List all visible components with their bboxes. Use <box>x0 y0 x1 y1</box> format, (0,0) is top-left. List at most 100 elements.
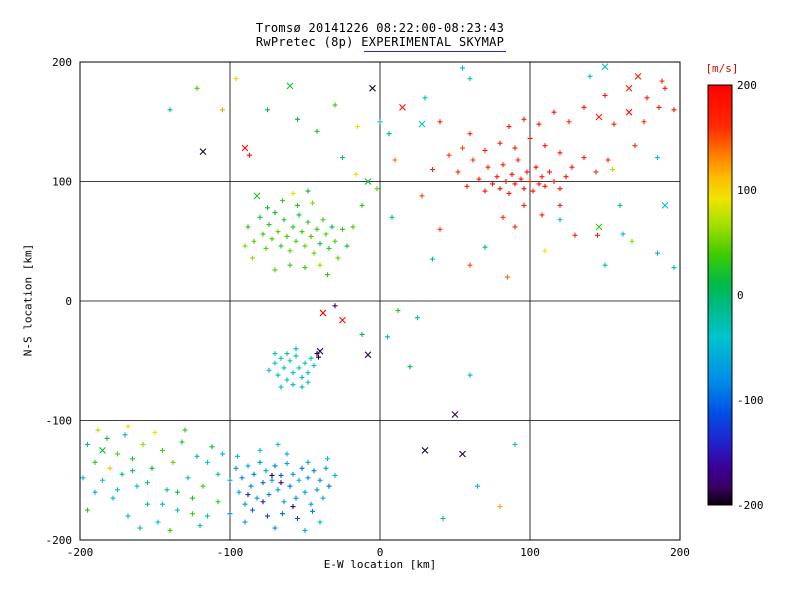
data-point-plus <box>227 477 233 483</box>
data-point-plus <box>290 190 296 196</box>
data-point-plus <box>236 489 242 495</box>
data-point-cross <box>661 202 669 209</box>
chart-subtitle: RwPretec (8p) EXPERIMENTAL SKYMAP <box>255 35 505 49</box>
data-point-cross <box>339 316 346 324</box>
data-point-plus <box>470 157 476 163</box>
data-point-plus <box>302 265 308 271</box>
data-point-plus <box>152 429 158 435</box>
data-point-plus <box>655 250 660 256</box>
data-point-plus <box>220 451 225 457</box>
data-point-plus <box>595 232 600 238</box>
title-underline <box>364 51 506 52</box>
data-point-plus <box>265 205 270 211</box>
data-point-plus <box>317 519 323 525</box>
data-point-plus <box>272 267 278 273</box>
data-point-cross <box>316 347 324 355</box>
data-point-plus <box>155 519 161 525</box>
colorbar-tick-label: 0 <box>737 289 744 302</box>
data-point-plus <box>295 515 300 521</box>
data-point-plus <box>506 124 512 130</box>
data-point-plus <box>500 214 506 220</box>
data-point-plus <box>422 95 428 101</box>
data-point-plus <box>251 238 257 244</box>
data-point-plus <box>220 107 225 113</box>
data-point-cross <box>99 446 106 454</box>
data-point-plus <box>611 121 617 127</box>
data-point-cross <box>459 450 466 458</box>
data-point-plus <box>620 231 626 237</box>
data-point-plus <box>299 465 305 471</box>
data-point-plus <box>287 358 293 364</box>
data-point-plus <box>563 174 569 180</box>
y-axis-label: N-S location [km] <box>21 243 35 357</box>
data-point-cross <box>625 108 633 116</box>
x-tick-label: -100 <box>217 546 244 559</box>
data-point-plus <box>293 495 299 501</box>
data-point-plus <box>320 217 326 223</box>
data-point-plus <box>272 210 278 216</box>
data-point-plus <box>209 444 215 450</box>
data-point-plus <box>125 513 131 519</box>
data-point-plus <box>521 186 527 192</box>
data-point-plus <box>314 226 320 232</box>
data-point-plus <box>644 95 650 101</box>
data-point-plus <box>130 456 135 462</box>
data-point-plus <box>475 483 480 489</box>
data-point-plus <box>269 236 275 242</box>
data-point-plus <box>329 224 335 230</box>
data-point-plus <box>266 222 272 228</box>
data-point-plus <box>332 303 338 309</box>
data-point-plus <box>542 143 548 149</box>
data-point-plus <box>332 472 338 478</box>
data-point-plus <box>290 504 296 510</box>
data-point-plus <box>467 262 473 268</box>
data-point-plus <box>482 147 488 153</box>
data-point-plus <box>242 519 248 525</box>
data-point-plus <box>521 116 527 122</box>
data-point-plus <box>326 245 332 251</box>
data-point-cross <box>451 411 459 418</box>
data-point-plus <box>115 487 120 493</box>
data-point-plus <box>110 495 116 501</box>
data-point-plus <box>278 243 284 249</box>
data-point-plus <box>263 245 269 251</box>
data-point-plus <box>551 179 557 184</box>
data-point-plus <box>107 465 113 471</box>
data-point-plus <box>245 224 251 230</box>
data-point-plus <box>125 423 131 429</box>
data-point-plus <box>494 174 500 180</box>
data-point-plus <box>266 367 272 373</box>
data-point-plus <box>407 364 413 370</box>
data-point-plus <box>290 382 296 388</box>
data-point-plus <box>272 360 278 366</box>
data-point-plus <box>245 492 251 498</box>
data-point-plus <box>205 459 210 465</box>
data-point-plus <box>92 459 98 465</box>
data-point-plus <box>335 255 341 261</box>
data-point-plus <box>430 256 435 262</box>
data-point-plus <box>272 351 278 357</box>
data-point-plus <box>602 262 608 268</box>
x-tick-label: 100 <box>520 546 540 559</box>
data-point-plus <box>299 384 305 390</box>
data-point-plus <box>308 233 314 239</box>
data-point-plus <box>460 65 465 71</box>
data-point-plus <box>293 346 299 352</box>
data-point-plus <box>185 475 191 481</box>
data-point-plus <box>437 119 443 125</box>
data-point-plus <box>215 471 221 477</box>
data-point-plus <box>617 202 623 208</box>
data-point-plus <box>506 190 512 196</box>
data-point-plus <box>272 525 278 531</box>
data-point-cross <box>319 309 327 317</box>
data-point-plus <box>355 124 360 130</box>
data-point-plus <box>160 501 165 507</box>
data-point-plus <box>659 78 665 84</box>
data-point-cross <box>601 63 609 71</box>
data-point-plus <box>311 468 317 474</box>
data-point-plus <box>302 243 308 249</box>
data-point-plus <box>332 102 338 108</box>
data-point-plus <box>311 250 317 256</box>
data-point-plus <box>287 483 293 489</box>
